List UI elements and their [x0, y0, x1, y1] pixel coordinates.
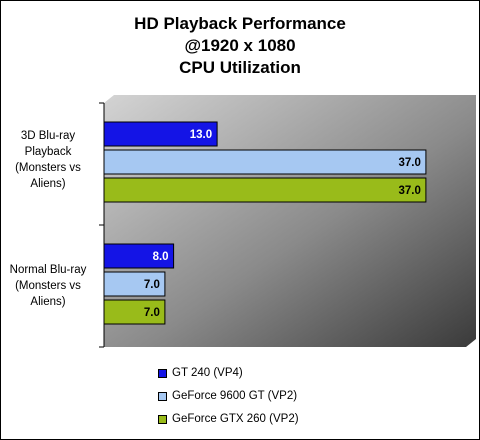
data-label-geforce-gtx-260-vp2-0: 37.0	[399, 185, 421, 197]
chart-title-line-2: @1920 x 1080	[184, 36, 296, 55]
bar-geforce-9600-gt-vp2-1	[103, 271, 166, 297]
data-label-geforce-9600-gt-vp2-1: 7.0	[144, 279, 160, 291]
bar-geforce-gtx-260-vp2-1	[103, 299, 166, 325]
chart-title-line-1: HD Playback Performance	[134, 14, 346, 33]
legend-item-gtx260: GeForce GTX 260 (VP2)	[158, 411, 299, 427]
bar-geforce-gtx-260-vp2-0	[103, 177, 427, 203]
data-label-gt-240-vp4-0: 13.0	[190, 129, 212, 141]
legend-swatch-9600gt	[158, 391, 167, 401]
legend-label-gtx260: GeForce GTX 260 (VP2)	[172, 413, 299, 425]
category-label-3d-bluray: 3D Blu-ray Playback (Monsters vs Aliens)	[15, 130, 81, 190]
legend-label-9600gt: GeForce 9600 GT (VP2)	[172, 390, 298, 402]
bar-gt-240-vp4-0	[103, 121, 218, 147]
bar-geforce-9600-gt-vp2-0	[103, 149, 427, 175]
data-label-geforce-gtx-260-vp2-1: 7.0	[144, 307, 160, 319]
chart-title-line-3: CPU Utilization	[179, 58, 301, 77]
legend-swatch-gt240	[158, 368, 167, 378]
data-label-geforce-9600-gt-vp2-0: 37.0	[399, 157, 421, 169]
legend-label-gt240: GT 240 (VP4)	[172, 367, 243, 379]
legend-item-9600gt: GeForce 9600 GT (VP2)	[158, 388, 297, 404]
category-label-normal-bluray: Normal Blu-ray (Monsters vs Aliens)	[9, 264, 87, 308]
data-label-gt-240-vp4-1: 8.0	[153, 251, 169, 263]
bar-gt-240-vp4-1	[103, 243, 175, 269]
legend-swatch-gtx260	[158, 414, 167, 424]
legend-item-gt240: GT 240 (VP4)	[158, 365, 243, 381]
